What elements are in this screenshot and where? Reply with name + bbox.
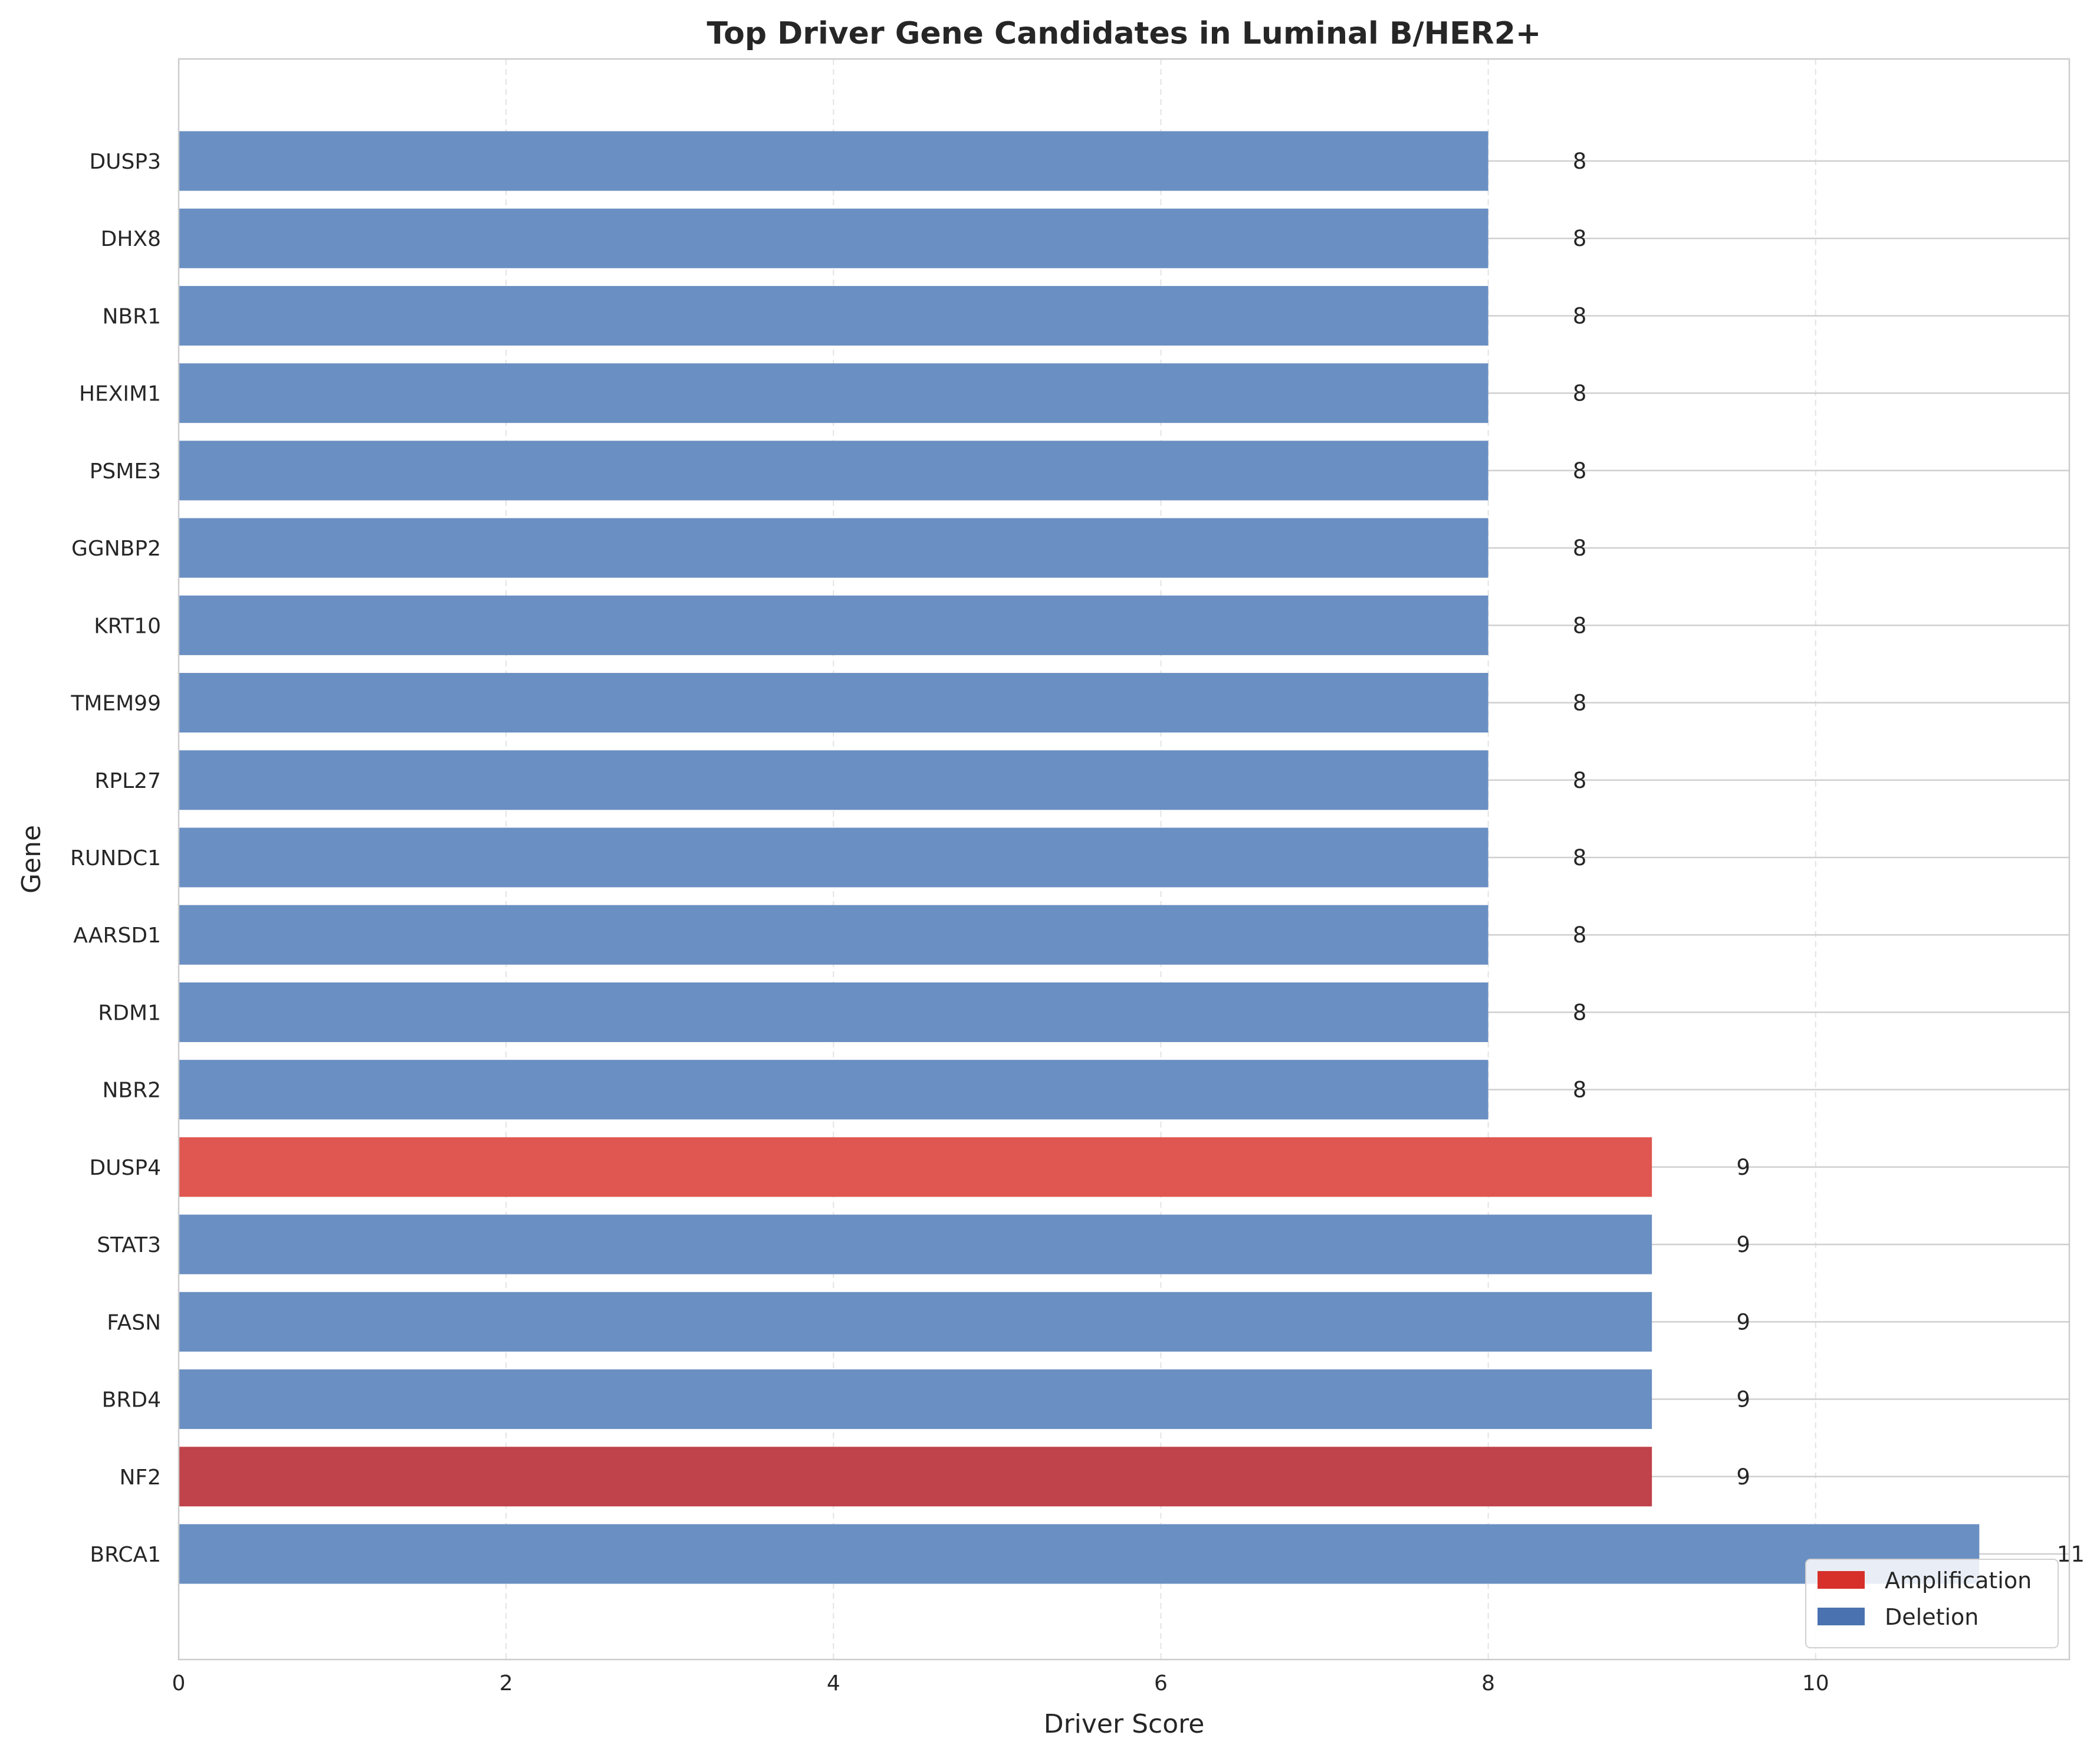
bar-value-label: 8 [1573, 691, 1587, 716]
bar [179, 982, 1488, 1042]
bar [179, 1137, 1652, 1197]
y-tick-label: RPL27 [94, 769, 161, 793]
y-tick-label: DUSP3 [89, 150, 161, 174]
x-axis-ticks: 0 2 4 6 8 10 [172, 1671, 1829, 1696]
y-tick-label: RDM1 [98, 1001, 161, 1025]
bar [179, 285, 1488, 346]
y-axis-label: Gene [17, 825, 47, 893]
bar-value-label: 9 [1736, 1464, 1750, 1490]
bar-value-label: 9 [1736, 1309, 1750, 1335]
bar [179, 518, 1488, 578]
bar-value-label: 8 [1573, 149, 1587, 174]
bar [179, 208, 1488, 268]
bar [179, 131, 1488, 191]
x-tick-label: 2 [499, 1671, 513, 1696]
y-tick-label: BRCA1 [90, 1543, 161, 1567]
bar [179, 1369, 1652, 1430]
legend-box [1805, 1559, 2059, 1648]
bar [179, 1292, 1652, 1352]
legend-label-deletion: Deletion [1885, 1604, 1979, 1630]
legend-swatch-amplification [1818, 1571, 1865, 1589]
bar [179, 905, 1488, 965]
bar-value-label: 8 [1573, 922, 1587, 948]
bar-value-label: 8 [1573, 1077, 1587, 1103]
chart-title: Top Driver Gene Candidates in Luminal B/… [707, 16, 1542, 51]
bar [179, 595, 1488, 655]
legend-swatch-deletion [1818, 1608, 1865, 1625]
y-tick-label: DHX8 [101, 227, 161, 251]
x-tick-label: 6 [1154, 1671, 1168, 1696]
bar [179, 1214, 1652, 1274]
bar [179, 827, 1488, 888]
bar [179, 363, 1488, 423]
bar [179, 673, 1488, 733]
bar-value-label: 9 [1736, 1387, 1750, 1412]
bar [179, 441, 1488, 501]
bar-value-label: 8 [1573, 1000, 1587, 1025]
x-tick-label: 4 [827, 1671, 840, 1696]
y-tick-label: KRT10 [94, 614, 161, 638]
bar [179, 1447, 1652, 1507]
y-tick-label: NBR2 [102, 1079, 161, 1103]
y-tick-label: HEXIM1 [79, 382, 161, 406]
bar [179, 1060, 1488, 1120]
x-axis-label: Driver Score [1044, 1709, 1205, 1739]
bars [179, 131, 1980, 1584]
y-tick-label: GGNBP2 [71, 537, 161, 561]
bar-value-label: 8 [1573, 613, 1587, 638]
legend-label-amplification: Amplification [1885, 1568, 2032, 1593]
bar-value-label: 9 [1736, 1155, 1750, 1180]
y-tick-label: NF2 [119, 1466, 161, 1490]
y-tick-label: PSME3 [90, 459, 161, 484]
bar [179, 750, 1488, 810]
bar-value-label: 8 [1573, 845, 1587, 870]
y-tick-label: RUNDC1 [70, 846, 161, 870]
bar-value-label: 9 [1736, 1232, 1750, 1257]
x-tick-label: 8 [1481, 1671, 1495, 1696]
bar-value-label: 8 [1573, 768, 1587, 793]
y-tick-label: AARSD1 [73, 924, 161, 948]
y-tick-label: NBR1 [102, 304, 161, 328]
y-tick-label: DUSP4 [89, 1156, 161, 1180]
x-tick-label: 0 [172, 1671, 186, 1696]
y-tick-label: STAT3 [97, 1233, 161, 1257]
y-tick-label: FASN [107, 1310, 161, 1335]
y-axis-ticks: DUSP3 DHX8 NBR1 HEXIM1 PSME3 GGNBP2 KRT10 TMEM9… [70, 150, 161, 1567]
bar-value-label: 8 [1573, 381, 1587, 406]
value-labels: 8 8 8 8 8 8 8 8 8 8 8 8 8 9 9 9 9 9 11 [1573, 149, 2085, 1567]
bar-value-label: 8 [1573, 226, 1587, 251]
bar [179, 1524, 1980, 1584]
y-tick-label: BRD4 [102, 1388, 161, 1412]
x-tick-label: 10 [1802, 1671, 1829, 1696]
bar-value-label: 8 [1573, 458, 1587, 484]
bar-value-label: 8 [1573, 535, 1587, 561]
legend: Amplification Deletion [1805, 1559, 2059, 1648]
bar-value-label: 8 [1573, 303, 1587, 328]
y-tick-label: TMEM99 [70, 692, 161, 716]
plot-frame [178, 58, 2071, 1661]
bar-value-label: 11 [2057, 1542, 2085, 1567]
